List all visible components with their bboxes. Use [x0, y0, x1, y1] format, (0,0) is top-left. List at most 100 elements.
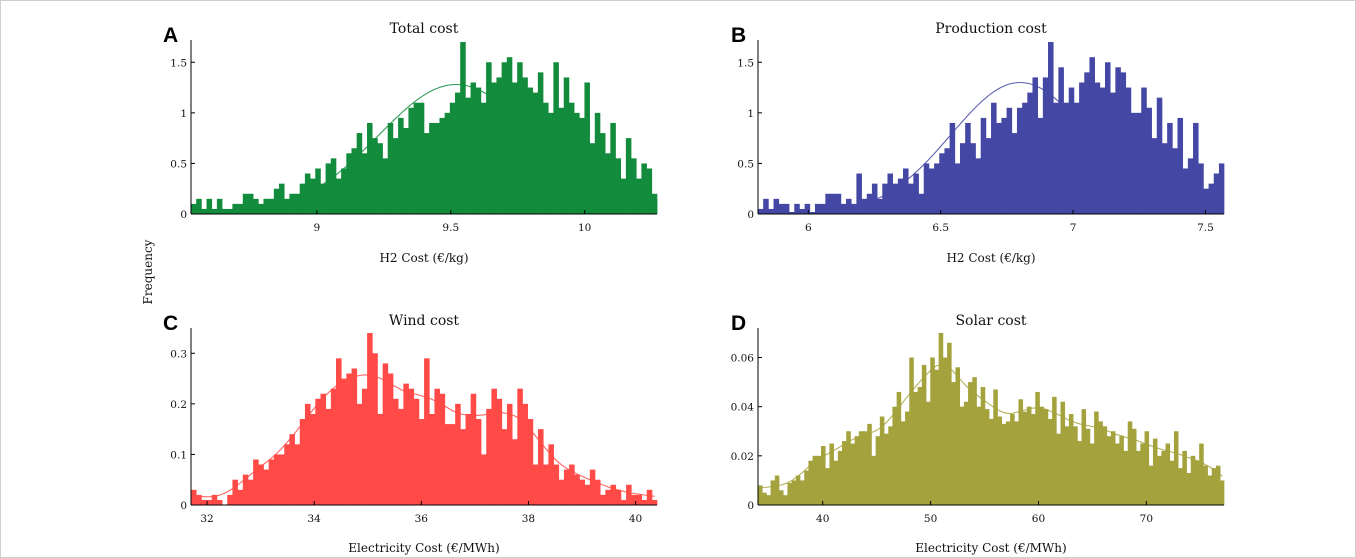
x-tick-label: 60	[1032, 513, 1045, 525]
histogram-bar	[211, 494, 218, 505]
histogram-bar	[1198, 163, 1204, 214]
histogram-bar	[938, 332, 944, 505]
histogram-bar	[232, 203, 238, 214]
histogram-bar	[227, 494, 233, 505]
histogram-bar	[615, 158, 622, 214]
histogram-bar	[1213, 173, 1220, 214]
histogram-bar	[626, 484, 632, 505]
histogram-bar	[532, 464, 539, 505]
histogram-bar	[970, 143, 976, 214]
histogram-bar	[196, 198, 202, 214]
histogram-bar	[1211, 468, 1217, 506]
y-tick-label: 0.3	[170, 348, 187, 360]
histogram-bar	[506, 403, 513, 505]
histogram-bar	[778, 203, 785, 214]
histogram-bar	[1084, 72, 1090, 215]
histogram-bar	[610, 484, 617, 505]
histogram-bar	[589, 469, 596, 505]
histogram-bar	[574, 474, 580, 505]
histogram-bar	[346, 153, 352, 214]
histogram-bar	[579, 479, 585, 505]
histogram-bar	[997, 416, 1003, 505]
histogram-bar	[372, 353, 378, 505]
histogram-bar	[1151, 138, 1158, 214]
histogram-bar	[631, 494, 637, 505]
histogram-bar	[641, 163, 647, 214]
histogram-bar	[1110, 92, 1116, 214]
histogram-bar	[527, 419, 534, 505]
histogram-bar	[392, 138, 399, 214]
histogram-bar	[1001, 117, 1007, 214]
histogram-bar	[206, 198, 213, 214]
histogram-bar	[835, 193, 842, 214]
histogram-bar	[237, 203, 244, 214]
histogram-bar	[481, 454, 487, 505]
histogram-bar	[325, 163, 332, 214]
histogram-bar	[543, 464, 549, 505]
histogram-bar	[1001, 423, 1007, 506]
histogram-bar	[325, 408, 332, 505]
histogram-bar	[651, 499, 658, 505]
histogram-bar	[434, 122, 440, 214]
histogram-bar	[263, 469, 270, 505]
histogram-bar	[242, 193, 249, 214]
histogram-bar	[1039, 406, 1045, 505]
x-tick-label: 36	[415, 513, 429, 525]
histogram-bar	[918, 193, 925, 214]
histogram-bar	[424, 358, 430, 505]
histogram-bar	[486, 62, 492, 215]
histogram-bar	[1077, 441, 1082, 505]
histogram-bar	[816, 455, 822, 505]
histogram-bar	[320, 393, 327, 505]
panel-a: 0 0.5 1 1.5 9 9.5 10 Total cost H2 Cost (€/kg) A	[163, 21, 658, 265]
y-tick-label: 0.04	[731, 402, 755, 414]
histogram-bar	[346, 373, 352, 505]
histogram-bar	[1079, 82, 1085, 215]
histogram-bar	[989, 418, 994, 505]
histogram-bar	[1026, 406, 1032, 505]
histogram-bar	[799, 208, 805, 214]
histogram-bar	[444, 112, 451, 214]
histogram-bar	[418, 419, 425, 505]
histogram-bar	[284, 444, 290, 505]
histogram-bar	[965, 122, 971, 214]
histogram-bar	[310, 178, 316, 214]
histogram-bar	[382, 363, 389, 505]
histogram-bar	[1199, 443, 1204, 505]
histogram-bar	[903, 168, 909, 214]
histogram-bar	[972, 377, 977, 505]
histogram-bar	[825, 468, 830, 506]
histogram-bar	[774, 475, 780, 505]
histogram-bar	[1218, 163, 1225, 214]
histogram-bar	[455, 403, 461, 505]
histogram-bar	[191, 489, 197, 505]
histogram-bar	[1119, 436, 1124, 505]
histogram-bar	[201, 208, 207, 214]
histogram-bar	[1035, 391, 1040, 505]
fit-curve	[760, 364, 1223, 489]
histogram-bar	[991, 102, 997, 214]
histogram-bar	[949, 122, 956, 214]
histogram-bar	[1152, 438, 1158, 506]
histogram-bar	[926, 401, 931, 505]
histogram-bar	[563, 77, 570, 215]
histogram-bar	[934, 163, 940, 214]
histogram-bar	[1018, 399, 1024, 505]
histogram-bar	[361, 153, 368, 214]
histogram-bar	[1102, 426, 1108, 505]
histogram-bar	[1120, 72, 1127, 215]
panel-title: Production cost	[935, 21, 1047, 37]
x-tick-label: 9.5	[442, 222, 459, 234]
histogram-bar	[897, 178, 904, 214]
histogram-bar	[294, 444, 301, 505]
histogram-bar	[1032, 77, 1039, 215]
histogram-bar	[387, 122, 394, 214]
panel-b: 0 0.5 1 1.5 6 6.5 7 7.5 Production cost H2 Cost (…	[731, 21, 1225, 265]
histogram-bar	[1043, 409, 1049, 506]
y-tick-label: 0	[180, 209, 187, 221]
histogram-bar	[1186, 473, 1192, 505]
histogram-bar	[594, 112, 601, 214]
histogram-bar	[794, 203, 800, 214]
histogram-bar	[449, 102, 456, 214]
